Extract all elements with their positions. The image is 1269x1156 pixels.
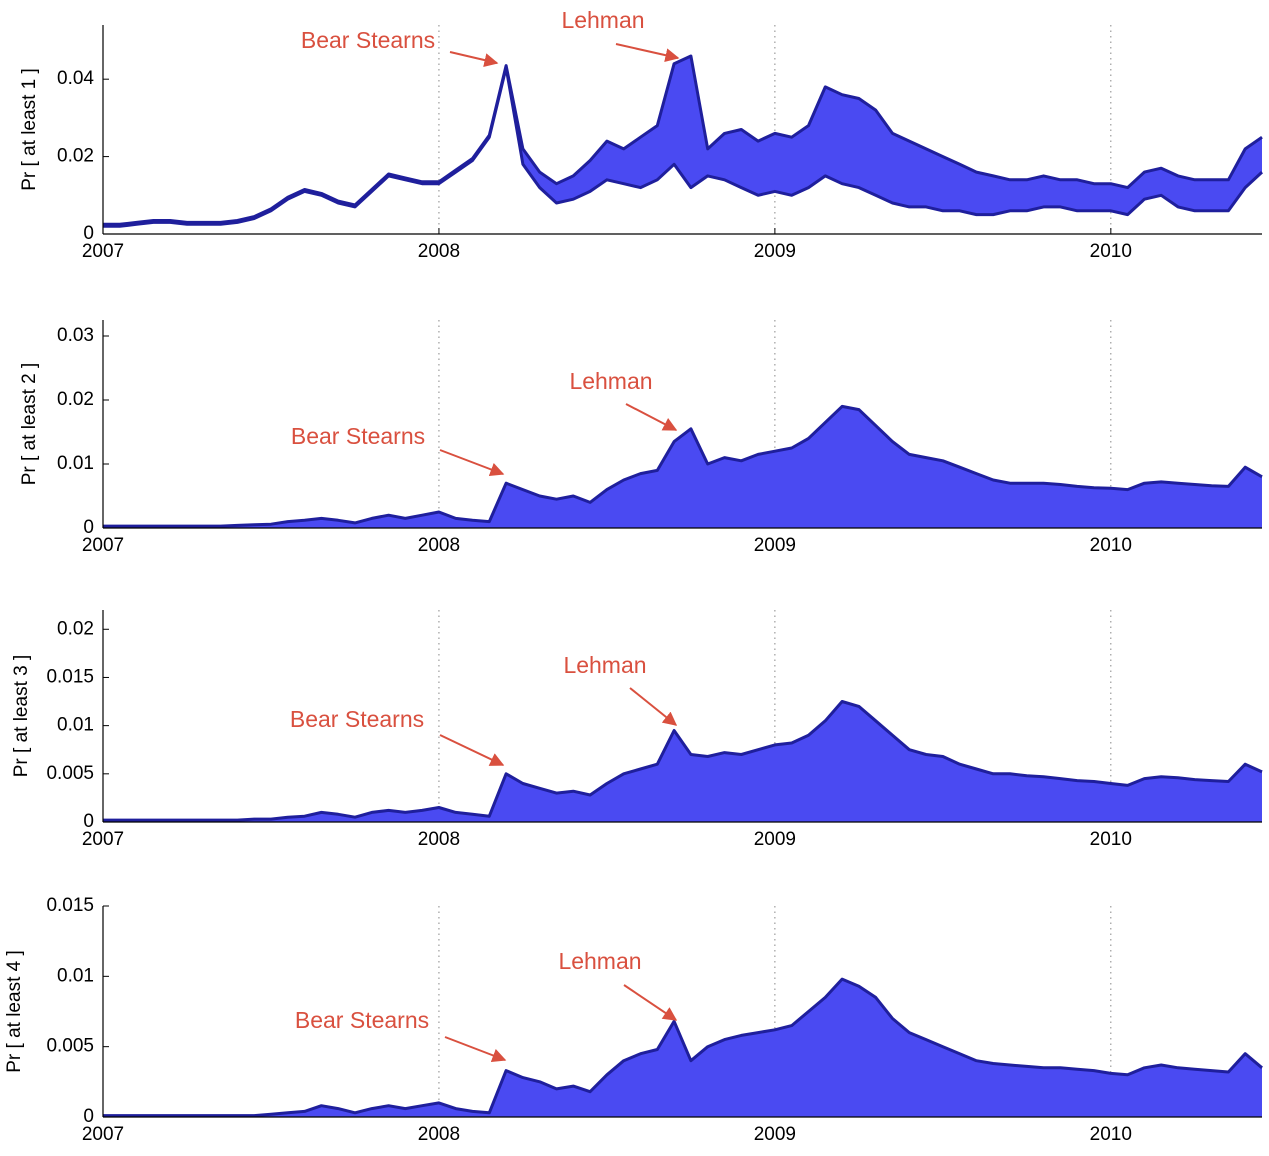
annotation-arrow (439, 449, 505, 477)
x-tick-label: 2007 (82, 535, 124, 556)
y-axis-label: Pr [ at least 3 ] (11, 655, 32, 778)
line (103, 66, 1264, 228)
annotation: Bear Stearns (295, 1007, 429, 1033)
annotation: Bear Stearns (301, 27, 435, 53)
annotation-arrow (439, 734, 505, 766)
y-tick-label: 0.02 (57, 618, 94, 639)
annotation: Lehman (558, 948, 641, 974)
annotation-arrow (623, 984, 678, 1021)
line (103, 977, 1263, 1118)
annotation-arrow (444, 1036, 507, 1063)
x-tick-label: 2009 (754, 241, 796, 262)
y-tick-label: 0.02 (57, 389, 94, 410)
y-tick-label: 0.015 (46, 895, 94, 916)
y-tick-label: 0.01 (57, 453, 94, 474)
annotation: Bear Stearns (291, 423, 425, 449)
annotation-arrow (615, 43, 680, 63)
y-axis-label: Pr [ at least 4 ] (4, 950, 25, 1073)
area-fill (103, 979, 1262, 1117)
x-tick-label: 2010 (1090, 535, 1132, 556)
x-tick-label: 2008 (418, 241, 460, 262)
x-tick-label: 2010 (1090, 829, 1132, 850)
y-tick-label: 0 (83, 811, 94, 832)
y-tick-label: 0 (83, 517, 94, 538)
band-fill (103, 56, 1262, 227)
line (103, 404, 1263, 528)
y-tick-label: 0.04 (57, 68, 94, 89)
x-tick-label: 2009 (754, 829, 796, 850)
y-tick-label: 0.005 (46, 1036, 94, 1057)
y-axis-label: Pr [ at least 1 ] (19, 68, 40, 191)
line (103, 700, 1263, 822)
annotation-arrow (629, 687, 678, 726)
y-tick-label: 0 (83, 1106, 94, 1127)
x-tick-label: 2009 (754, 535, 796, 556)
y-tick-label: 0.02 (57, 146, 94, 167)
annotation-arrow (625, 403, 678, 431)
x-tick-label: 2008 (418, 829, 460, 850)
y-tick-label: 0 (83, 223, 94, 244)
x-tick-label: 2008 (418, 535, 460, 556)
annotation: Bear Stearns (290, 706, 424, 732)
y-tick-label: 0.015 (46, 666, 94, 687)
x-tick-label: 2008 (418, 1124, 460, 1145)
annotation: Lehman (563, 652, 646, 678)
annotation-arrow (449, 51, 499, 67)
x-tick-label: 2009 (754, 1124, 796, 1145)
y-tick-label: 0.01 (57, 965, 94, 986)
line (103, 54, 1263, 226)
y-tick-label: 0.01 (57, 715, 94, 736)
y-tick-label: 0.03 (57, 325, 94, 346)
x-tick-label: 2010 (1090, 1124, 1132, 1145)
annotation: Lehman (569, 368, 652, 394)
x-tick-label: 2007 (82, 829, 124, 850)
y-axis-label: Pr [ at least 2 ] (19, 363, 40, 486)
y-tick-label: 0.005 (46, 763, 94, 784)
x-tick-label: 2010 (1090, 241, 1132, 262)
x-tick-label: 2007 (82, 241, 124, 262)
area-fill (103, 701, 1262, 822)
annotation: Lehman (561, 7, 644, 33)
x-tick-label: 2007 (82, 1124, 124, 1145)
area-fill (103, 406, 1262, 528)
